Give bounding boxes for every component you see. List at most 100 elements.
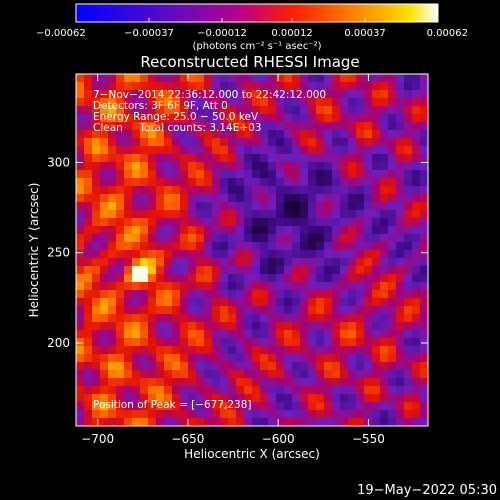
heatmap-cell <box>76 194 85 203</box>
heatmap-cell <box>252 338 261 347</box>
heatmap-cell <box>124 394 133 403</box>
heatmap-cell <box>228 250 237 259</box>
heatmap-cell <box>156 218 165 227</box>
heatmap-cell <box>156 410 165 419</box>
heatmap-cell <box>404 282 413 291</box>
heatmap-cell <box>292 306 301 315</box>
heatmap-cell <box>412 386 421 395</box>
heatmap-cell <box>92 146 101 155</box>
heatmap-cell <box>332 338 341 347</box>
heatmap-cell <box>228 282 237 291</box>
heatmap-cell <box>340 250 349 259</box>
heatmap-cell <box>108 178 117 187</box>
heatmap-cell <box>236 90 245 99</box>
heatmap-cell <box>316 394 325 403</box>
heatmap-cell <box>292 386 301 395</box>
heatmap-cell <box>324 266 333 275</box>
heatmap-cell <box>364 90 373 99</box>
heatmap-cell <box>300 362 309 371</box>
heatmap-cell <box>356 122 365 131</box>
heatmap-cell <box>116 138 125 147</box>
heatmap-cell <box>340 122 349 131</box>
heatmap-cell <box>324 178 333 187</box>
heatmap-cell <box>164 354 173 363</box>
heatmap-cell <box>116 146 125 155</box>
heatmap-cell <box>188 266 197 275</box>
heatmap-cell <box>380 258 389 267</box>
heatmap-cell <box>364 298 373 307</box>
heatmap-cell <box>404 410 413 419</box>
heatmap-cell <box>388 370 397 379</box>
heatmap-cell <box>404 370 413 379</box>
heatmap-cell <box>236 194 245 203</box>
heatmap-cell <box>244 298 253 307</box>
heatmap-cell <box>100 322 109 331</box>
heatmap-cell <box>324 218 333 227</box>
heatmap-cell <box>100 250 109 259</box>
heatmap-cell <box>164 370 173 379</box>
heatmap-cell <box>100 410 109 419</box>
heatmap-cell <box>356 130 365 139</box>
heatmap-cell <box>84 386 93 395</box>
heatmap-cell <box>324 130 333 139</box>
heatmap-cell <box>292 130 301 139</box>
heatmap-cell <box>348 146 357 155</box>
heatmap-cell <box>276 322 285 331</box>
heatmap-cell <box>348 410 357 419</box>
heatmap-cell <box>316 362 325 371</box>
heatmap-cell <box>76 218 85 227</box>
heatmap-cell <box>324 258 333 267</box>
heatmap-cell <box>116 82 125 91</box>
heatmap-cell <box>372 154 381 163</box>
heatmap-cell <box>284 178 293 187</box>
heatmap-cell <box>244 194 253 203</box>
heatmap-cell <box>116 362 125 371</box>
heatmap-cell <box>116 202 125 211</box>
heatmap-cell <box>84 82 93 91</box>
heatmap-cell <box>156 274 165 283</box>
heatmap-cell <box>356 330 365 339</box>
heatmap-cell <box>156 338 165 347</box>
heatmap-cell <box>196 306 205 315</box>
heatmap-cell <box>300 114 309 123</box>
heatmap-cell <box>252 298 261 307</box>
heatmap-cell <box>300 402 309 411</box>
heatmap-cell <box>412 122 421 131</box>
heatmap-cell <box>324 314 333 323</box>
heatmap-cell <box>316 194 325 203</box>
heatmap-cell <box>364 194 373 203</box>
heatmap-cell <box>172 186 181 195</box>
heatmap-cell <box>412 234 421 243</box>
heatmap-cell <box>124 98 133 107</box>
heatmap-cell <box>140 402 149 411</box>
heatmap-cell <box>404 346 413 355</box>
heatmap-cell <box>292 154 301 163</box>
heatmap-cell <box>316 82 325 91</box>
heatmap-cell <box>420 130 428 139</box>
heatmap-cell <box>100 162 109 171</box>
heatmap-cell <box>316 90 325 99</box>
heatmap-cell <box>76 226 85 235</box>
heatmap-cell <box>260 378 269 387</box>
heatmap-cell <box>332 322 341 331</box>
heatmap-cell <box>148 298 157 307</box>
heatmap-cell <box>132 274 141 283</box>
heatmap-cell <box>420 314 428 323</box>
heatmap-cell <box>316 306 325 315</box>
heatmap-cell <box>396 122 405 131</box>
heatmap-cell <box>388 82 397 91</box>
heatmap-cell <box>164 274 173 283</box>
heatmap-cell <box>252 250 261 259</box>
heatmap-cell <box>388 146 397 155</box>
heatmap-cell <box>332 186 341 195</box>
heatmap-cell <box>228 234 237 243</box>
heatmap-cell <box>188 98 197 107</box>
heatmap-cell <box>396 138 405 147</box>
heatmap-cell <box>212 354 221 363</box>
heatmap-cell <box>76 90 85 99</box>
heatmap-cell <box>404 122 413 131</box>
heatmap-cell <box>100 266 109 275</box>
heatmap-cell <box>364 210 373 219</box>
heatmap-cell <box>172 378 181 387</box>
